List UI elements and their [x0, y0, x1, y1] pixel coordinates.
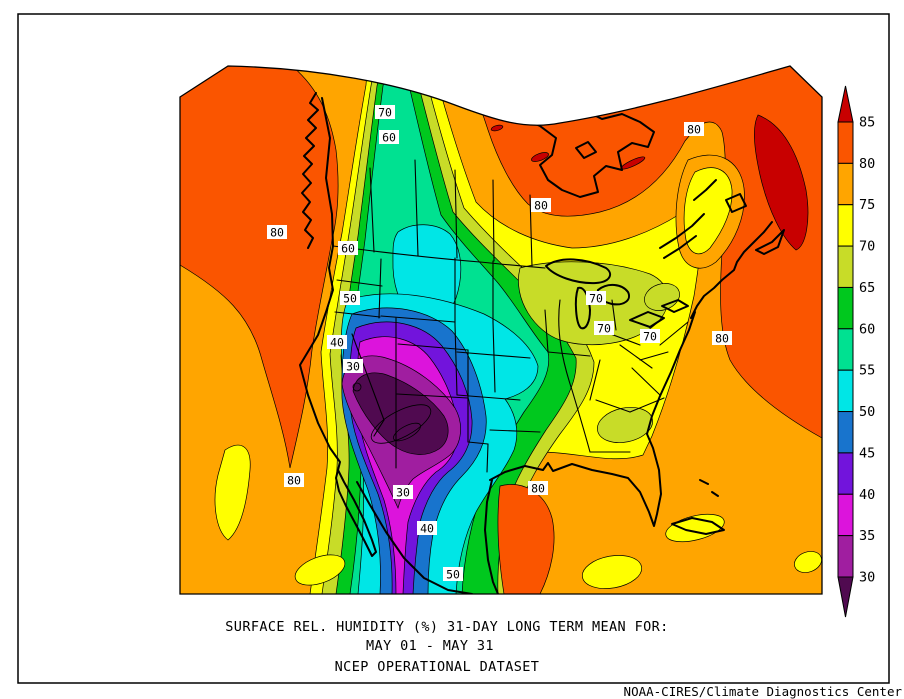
contour-label-box [267, 225, 287, 239]
colorbar: 85 80 75 70 65 60 55 50 45 40 35 30 [837, 85, 875, 618]
political-borders [332, 159, 689, 473]
inner-contour-20 [393, 422, 421, 442]
contour-field [180, 66, 822, 594]
contour-label: 50 [446, 568, 460, 582]
contour-label: 30 [396, 486, 410, 500]
colorbar-tick-label: 35 [859, 528, 875, 544]
contour-label: 70 [378, 106, 392, 120]
contour-label-box [393, 485, 413, 499]
map-boundary [179, 65, 823, 595]
band-70-75-se-patch [794, 551, 822, 573]
colorbar-segment [837, 121, 854, 164]
colorbar-segment [837, 411, 854, 454]
plot-title-line1: SURFACE REL. HUMIDITY (%) 31-DAY LONG TE… [225, 619, 668, 635]
band-65-70-ne-patch [644, 283, 680, 311]
contour-label: 40 [330, 336, 344, 350]
contour-label-box [417, 521, 437, 535]
colorbar-tick-label: 50 [859, 404, 875, 420]
contour-label-box [594, 321, 614, 335]
contour-label-box [284, 473, 304, 487]
contour-label: 30 [346, 360, 360, 374]
colorbar-tick-label: 80 [859, 156, 875, 172]
inner-contour-spot [352, 382, 362, 392]
contour-label: 70 [589, 292, 603, 306]
contour-label-box [343, 359, 363, 373]
band-70-75-gulf-patch [581, 555, 643, 589]
band-gt85-speck [490, 124, 504, 132]
contour-label-box [712, 331, 732, 345]
plot-title-line3: NCEP OPERATIONAL DATASET [335, 659, 540, 675]
contour-label: 70 [643, 330, 657, 344]
colorbar-tick-label: 70 [859, 239, 875, 255]
colorbar-tick-label: 85 [859, 115, 875, 131]
contour-label-box [531, 198, 551, 212]
contour-label-box [586, 291, 606, 305]
credit-text: NOAA-CIRES/Climate Diagnostics Center [624, 684, 903, 699]
colorbar-tick-label: 30 [859, 570, 875, 586]
contour-label: 60 [382, 131, 396, 145]
contour-label-box [443, 567, 463, 581]
colorbar-segment [837, 286, 854, 330]
contour-label: 80 [270, 226, 284, 240]
figure-frame [17, 13, 890, 684]
contour-label-box [379, 130, 399, 144]
band-gt85-blob [754, 114, 809, 251]
band-80-85-west [180, 66, 339, 469]
colorbar-arrow-bottom [837, 576, 854, 618]
colorbar-segment [837, 328, 854, 371]
contour-label: 60 [341, 242, 355, 256]
coastlines [299, 87, 785, 594]
contour-label-box [338, 241, 358, 255]
colorbar-tick-label: 40 [859, 487, 875, 503]
contour-label: 80 [687, 123, 701, 137]
contour-label-box [528, 481, 548, 495]
colorbar-tick-label: 75 [859, 197, 875, 213]
colorbar-arrow-top [837, 85, 854, 123]
colorbar-segment [837, 204, 854, 247]
colorbar-segment [837, 369, 854, 413]
band-gt85-speck [531, 152, 549, 162]
contour-label-box [640, 329, 660, 343]
contour-label: 80 [531, 482, 545, 496]
band-65-70-georgia [597, 407, 653, 443]
contour-label: 70 [597, 322, 611, 336]
contour-label-box [340, 291, 360, 305]
colorbar-tick-label: 45 [859, 445, 875, 461]
colorbar-tick-label: 65 [859, 280, 875, 296]
contour-label: 80 [287, 474, 301, 488]
colorbar-segment [837, 245, 854, 288]
contour-label-box [684, 122, 704, 136]
plot-title-line2: MAY 01 - MAY 31 [366, 638, 494, 654]
contour-label-box [327, 335, 347, 349]
inner-contour-25 [370, 404, 432, 444]
colorbar-segment [837, 493, 854, 537]
colorbar-tick-label: 60 [859, 321, 875, 337]
colorbar-segment [837, 162, 854, 206]
colorbar-tick-label: 55 [859, 363, 875, 379]
contour-label: 40 [420, 522, 434, 536]
band-70-75-pacific-patch [214, 444, 251, 541]
contour-label-box [375, 105, 395, 119]
band-70-75-pacific-patch2 [294, 554, 346, 586]
colorbar-segment [837, 452, 854, 495]
colorbar-segment [837, 535, 854, 578]
contour-label: 80 [715, 332, 729, 346]
contour-label: 80 [534, 199, 548, 213]
contour-label: 50 [343, 292, 357, 306]
band-70-75-maritimes [683, 167, 733, 255]
